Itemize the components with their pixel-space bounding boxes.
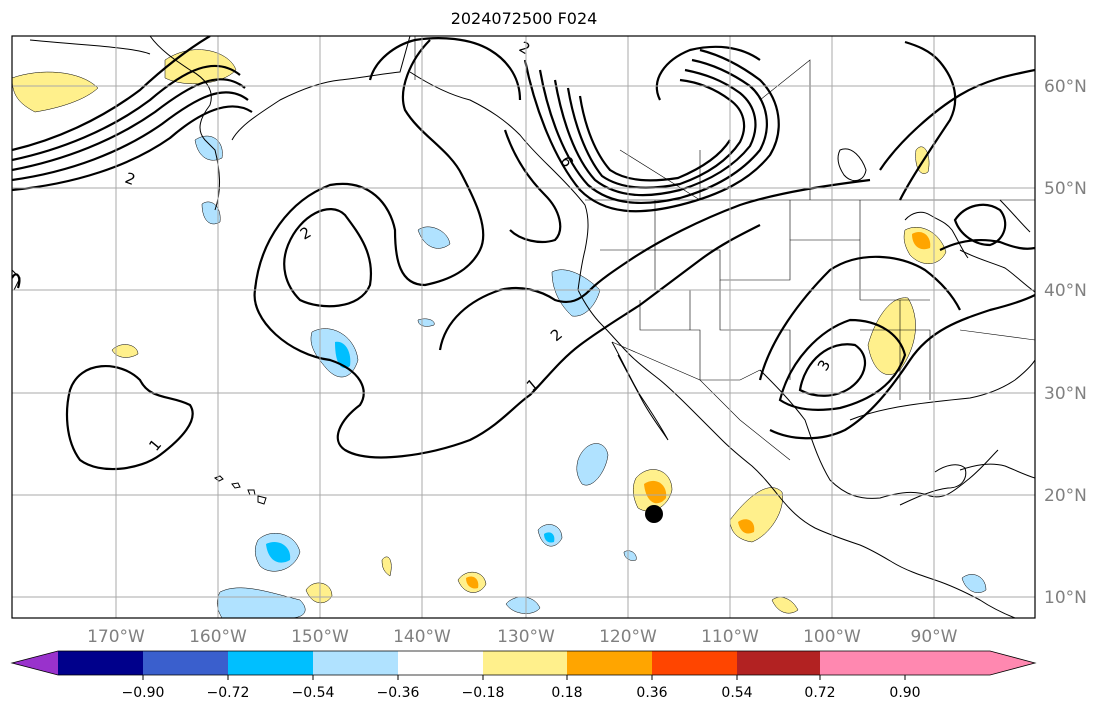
contour-line bbox=[12, 105, 253, 192]
colorbar-outline bbox=[10, 650, 1037, 676]
positive-anomaly-area bbox=[111, 344, 139, 358]
colorbar-segment bbox=[652, 651, 738, 675]
coastline-pacific-northwest bbox=[409, 71, 893, 563]
contour-line bbox=[758, 255, 961, 381]
coastlines bbox=[12, 36, 1035, 618]
lon-label: 110°W bbox=[701, 627, 759, 647]
contour-line bbox=[553, 68, 757, 197]
contour-line bbox=[12, 273, 21, 289]
colorbar-tick-label: −0.72 bbox=[207, 685, 250, 701]
colorbar-segment bbox=[143, 651, 229, 675]
negative-anomaly-core bbox=[335, 341, 351, 369]
colorbar-tick-label: 0.72 bbox=[804, 685, 835, 701]
contour-line bbox=[12, 36, 211, 152]
positive-anomaly-area bbox=[381, 556, 392, 577]
coastline-cuba bbox=[959, 463, 1035, 479]
contour-line bbox=[65, 365, 194, 471]
contour-line bbox=[953, 203, 1007, 247]
positive-anomaly-core bbox=[738, 519, 755, 534]
negative-anomaly-core bbox=[544, 532, 555, 543]
map-background bbox=[12, 36, 1035, 618]
contour-line bbox=[523, 48, 780, 213]
colorbar-segment bbox=[820, 651, 906, 675]
map-title: 2024072500 F024 bbox=[450, 9, 598, 28]
lat-label: 30°N bbox=[1044, 384, 1087, 404]
contour-line bbox=[769, 294, 1035, 440]
lon-label: 120°W bbox=[599, 627, 657, 647]
colorbar-segment bbox=[737, 651, 823, 675]
coastline-hudson bbox=[837, 148, 867, 182]
height-contours bbox=[12, 36, 1035, 471]
lat-label: 60°N bbox=[1044, 77, 1087, 97]
colorbar-tick-label: −0.18 bbox=[462, 685, 505, 701]
contour-line bbox=[655, 45, 761, 101]
negative-anomaly-area bbox=[961, 574, 987, 593]
negative-anomaly-area bbox=[217, 587, 306, 618]
lon-label: 130°W bbox=[497, 627, 555, 647]
positive-anomaly-area bbox=[305, 582, 333, 603]
lon-label: 160°W bbox=[189, 627, 247, 647]
colorbar-segment bbox=[313, 651, 399, 675]
colorbar-ticks bbox=[142, 675, 906, 680]
contour-line bbox=[798, 343, 866, 397]
contour-line bbox=[578, 95, 731, 182]
coastline-hawaii bbox=[213, 475, 267, 505]
lat-label: 10°N bbox=[1044, 588, 1087, 608]
contour-line bbox=[503, 129, 562, 244]
negative-anomaly-area bbox=[505, 596, 541, 614]
lat-label: 20°N bbox=[1044, 486, 1087, 506]
negative-anomaly-area bbox=[576, 443, 609, 486]
colorbar-tick-label: 0.36 bbox=[636, 685, 667, 701]
lon-label: 90°W bbox=[911, 627, 958, 647]
coastline-gulf bbox=[759, 359, 1035, 499]
colorbar-tick-label: −0.36 bbox=[377, 685, 420, 701]
colorbar-segment bbox=[483, 651, 569, 675]
negative-anomaly-core bbox=[266, 541, 291, 563]
positive-anomaly-core bbox=[466, 576, 479, 589]
colorbar-tick-label: 0.18 bbox=[551, 685, 582, 701]
storm-position-marker bbox=[645, 505, 663, 523]
contour-line bbox=[939, 239, 1035, 251]
positive-anomaly-area bbox=[12, 71, 99, 113]
negative-anomaly-area bbox=[417, 226, 451, 249]
lon-label: 150°W bbox=[291, 627, 349, 647]
latitude-labels: 60°N 50°N 40°N 30°N 20°N 10°N bbox=[1044, 77, 1087, 608]
colorbar-tick-label: 0.90 bbox=[889, 685, 920, 701]
contour-line bbox=[12, 64, 241, 162]
coastline-baja bbox=[611, 341, 669, 441]
coastline-atlantic bbox=[959, 199, 1035, 293]
contour-line bbox=[283, 208, 373, 308]
colorbar-tick-label: 0.54 bbox=[721, 685, 752, 701]
lon-label: 140°W bbox=[393, 627, 451, 647]
lon-label: 100°W bbox=[803, 627, 861, 647]
contour-line bbox=[253, 39, 485, 291]
longitude-labels: 170°W 160°W 150°W 140°W 130°W 120°W 110°… bbox=[87, 627, 958, 647]
contour-line bbox=[368, 37, 522, 101]
contour-line bbox=[253, 224, 761, 459]
lat-label: 50°N bbox=[1044, 179, 1087, 199]
colorbar-segment bbox=[228, 651, 314, 675]
map-frame bbox=[11, 35, 1036, 619]
contour-line bbox=[12, 91, 249, 182]
coastline-great-lakes bbox=[904, 211, 969, 259]
colorbar-segment bbox=[58, 651, 144, 675]
colorbar-tick-label: −0.90 bbox=[122, 685, 165, 701]
colorbar-tick-label: −0.54 bbox=[292, 685, 335, 701]
negative-anomaly-area bbox=[623, 550, 637, 561]
contour-line bbox=[778, 318, 907, 411]
colorbar-segment bbox=[398, 651, 484, 675]
positive-anomaly-area bbox=[867, 297, 916, 375]
colorbar-segment bbox=[567, 651, 653, 675]
colorbar: −0.90 −0.72 −0.54 −0.36 −0.18 0.18 0.36 … bbox=[10, 650, 1037, 701]
lon-label: 170°W bbox=[87, 627, 145, 647]
lat-label: 40°N bbox=[1044, 281, 1087, 301]
positive-anomaly-core bbox=[644, 480, 667, 504]
colorbar-extend-left bbox=[12, 651, 58, 675]
positive-anomaly-core bbox=[912, 231, 931, 250]
graticule bbox=[12, 36, 1035, 618]
coastline-central-america bbox=[891, 561, 1016, 618]
contour-line bbox=[879, 68, 1035, 171]
